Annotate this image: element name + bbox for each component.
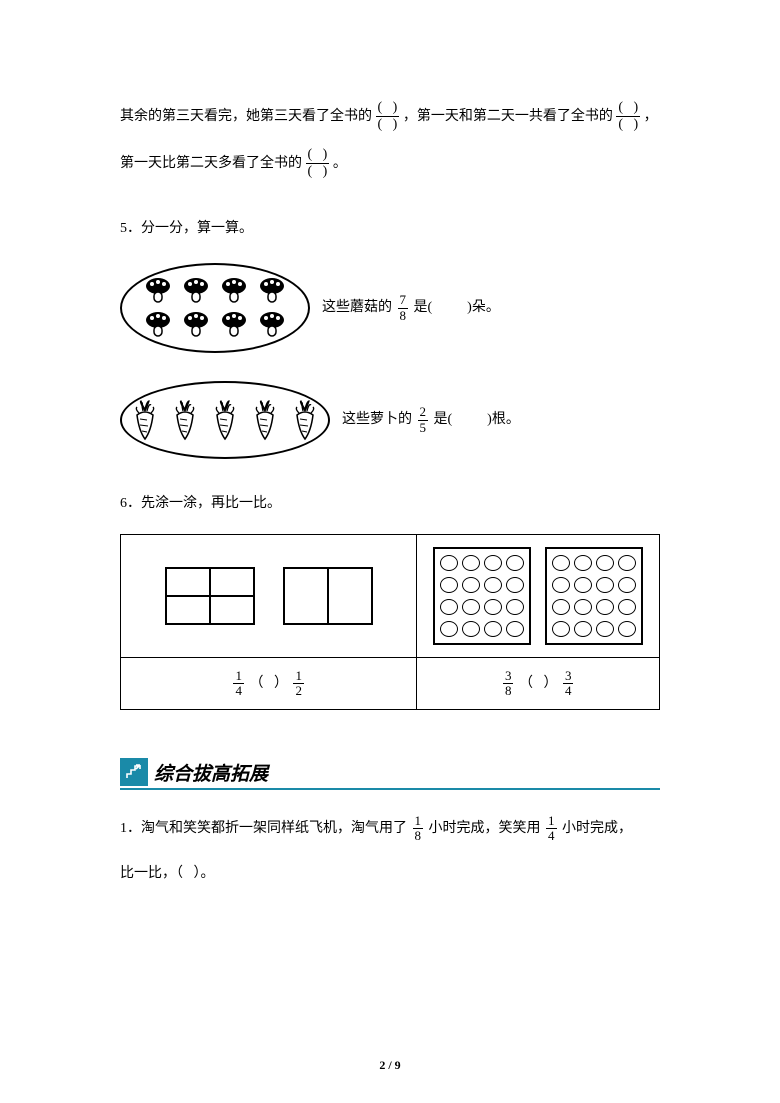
q5-title: 5．分一分，算一算。: [120, 214, 660, 245]
mushroom-icon: [143, 310, 173, 340]
q6-right-figure: [417, 534, 660, 657]
q6-left-figure: [121, 534, 417, 657]
fraction-3-8: 3 8: [503, 669, 514, 699]
carrot-icon: [129, 399, 161, 441]
fraction-3-4: 3 4: [563, 669, 574, 699]
mushroom-icon: [257, 276, 287, 306]
text: 。: [333, 156, 347, 171]
fraction-1-8: 1 8: [413, 814, 424, 844]
q5-mushroom-row: 这些蘑菇的 7 8 是( )朵。: [120, 263, 660, 353]
text: 是(: [434, 412, 453, 427]
text: ，: [644, 109, 658, 124]
q-cont-line1: 其余的第三天看完，她第三天看了全书的 ( ) ( ) ，第一天和第二天一共看了全…: [120, 100, 660, 133]
mushroom-icon: [219, 310, 249, 340]
page: 其余的第三天看完，她第三天看了全书的 ( ) ( ) ，第一天和第二天一共看了全…: [0, 0, 780, 1103]
q5-carrot-row: 这些萝卜的 2 5 是( )根。: [120, 381, 660, 459]
q6-title: 6．先涂一涂，再比一比。: [120, 489, 660, 520]
text: )朵。: [467, 300, 500, 315]
blank-input[interactable]: [436, 300, 464, 315]
text: 其余的第三天看完，她第三天看了全书的: [120, 109, 372, 124]
mushroom-icon: [257, 310, 287, 340]
q6-right-compare: 3 8 （ ） 3 4: [417, 657, 660, 709]
fraction-1-4: 1 4: [233, 669, 244, 699]
text: ，第一天和第二天一共看了全书的: [403, 109, 613, 124]
fraction-1-4: 1 4: [546, 814, 557, 844]
blank-fraction-3[interactable]: ( ) ( ): [306, 147, 330, 180]
page-sep: /: [385, 1058, 394, 1072]
grid-1x2[interactable]: [283, 567, 373, 625]
stairs-icon: [120, 758, 148, 786]
text: 这些蘑菇的: [322, 300, 392, 315]
compare-blank[interactable]: （ ）: [519, 676, 558, 691]
compare-blank[interactable]: （ ）: [249, 676, 288, 691]
mushroom-icon: [143, 276, 173, 306]
oval-grid-4x4[interactable]: [545, 547, 643, 645]
page-footer: 2 / 9: [0, 1058, 780, 1073]
text: 比一比，（ ）。: [120, 866, 215, 881]
carrot-oval: [120, 381, 330, 459]
section-header: 综合拔高拓展: [120, 758, 660, 790]
carrot-icon: [289, 399, 321, 441]
q5-mushroom-text: 这些蘑菇的 7 8 是( )朵。: [322, 293, 500, 323]
q5-carrot-text: 这些萝卜的 2 5 是( )根。: [342, 405, 520, 435]
blank-fraction-2[interactable]: ( ) ( ): [616, 100, 640, 133]
text: 第一天比第二天多看了全书的: [120, 156, 302, 171]
fraction-2-5: 2 5: [418, 405, 429, 435]
text: 小时完成，: [562, 821, 632, 836]
mushroom-icon: [219, 276, 249, 306]
text: 这些萝卜的: [342, 412, 412, 427]
blank-fraction-1[interactable]: ( ) ( ): [376, 100, 400, 133]
section-title: 综合拔高拓展: [154, 759, 268, 786]
q6-left-compare: 1 4 （ ） 1 2: [121, 657, 417, 709]
text: 是(: [414, 300, 433, 315]
text: )根。: [487, 412, 520, 427]
grid-2x2[interactable]: [165, 567, 255, 625]
mushroom-oval: [120, 263, 310, 353]
carrot-icon: [209, 399, 241, 441]
page-total: 9: [395, 1058, 401, 1072]
blank-input[interactable]: [456, 412, 484, 427]
text: 小时完成，笑笑用: [429, 821, 541, 836]
carrot-icon: [249, 399, 281, 441]
carrot-icon: [169, 399, 201, 441]
mushroom-icon: [181, 310, 211, 340]
ext-q1-line2: 比一比，（ ）。: [120, 859, 660, 890]
fraction-7-8: 7 8: [398, 293, 409, 323]
fraction-1-2: 1 2: [293, 669, 304, 699]
oval-grid-4x4[interactable]: [433, 547, 531, 645]
q6-table: 1 4 （ ） 1 2 3 8 （ ） 3 4: [120, 534, 660, 710]
mushroom-icon: [181, 276, 211, 306]
ext-q1-line1: 1．淘气和笑笑都折一架同样纸飞机，淘气用了 1 8 小时完成，笑笑用 1 4 小…: [120, 814, 660, 845]
q-cont-line2: 第一天比第二天多看了全书的 ( ) ( ) 。: [120, 147, 660, 180]
text: 1．淘气和笑笑都折一架同样纸飞机，淘气用了: [120, 821, 407, 836]
